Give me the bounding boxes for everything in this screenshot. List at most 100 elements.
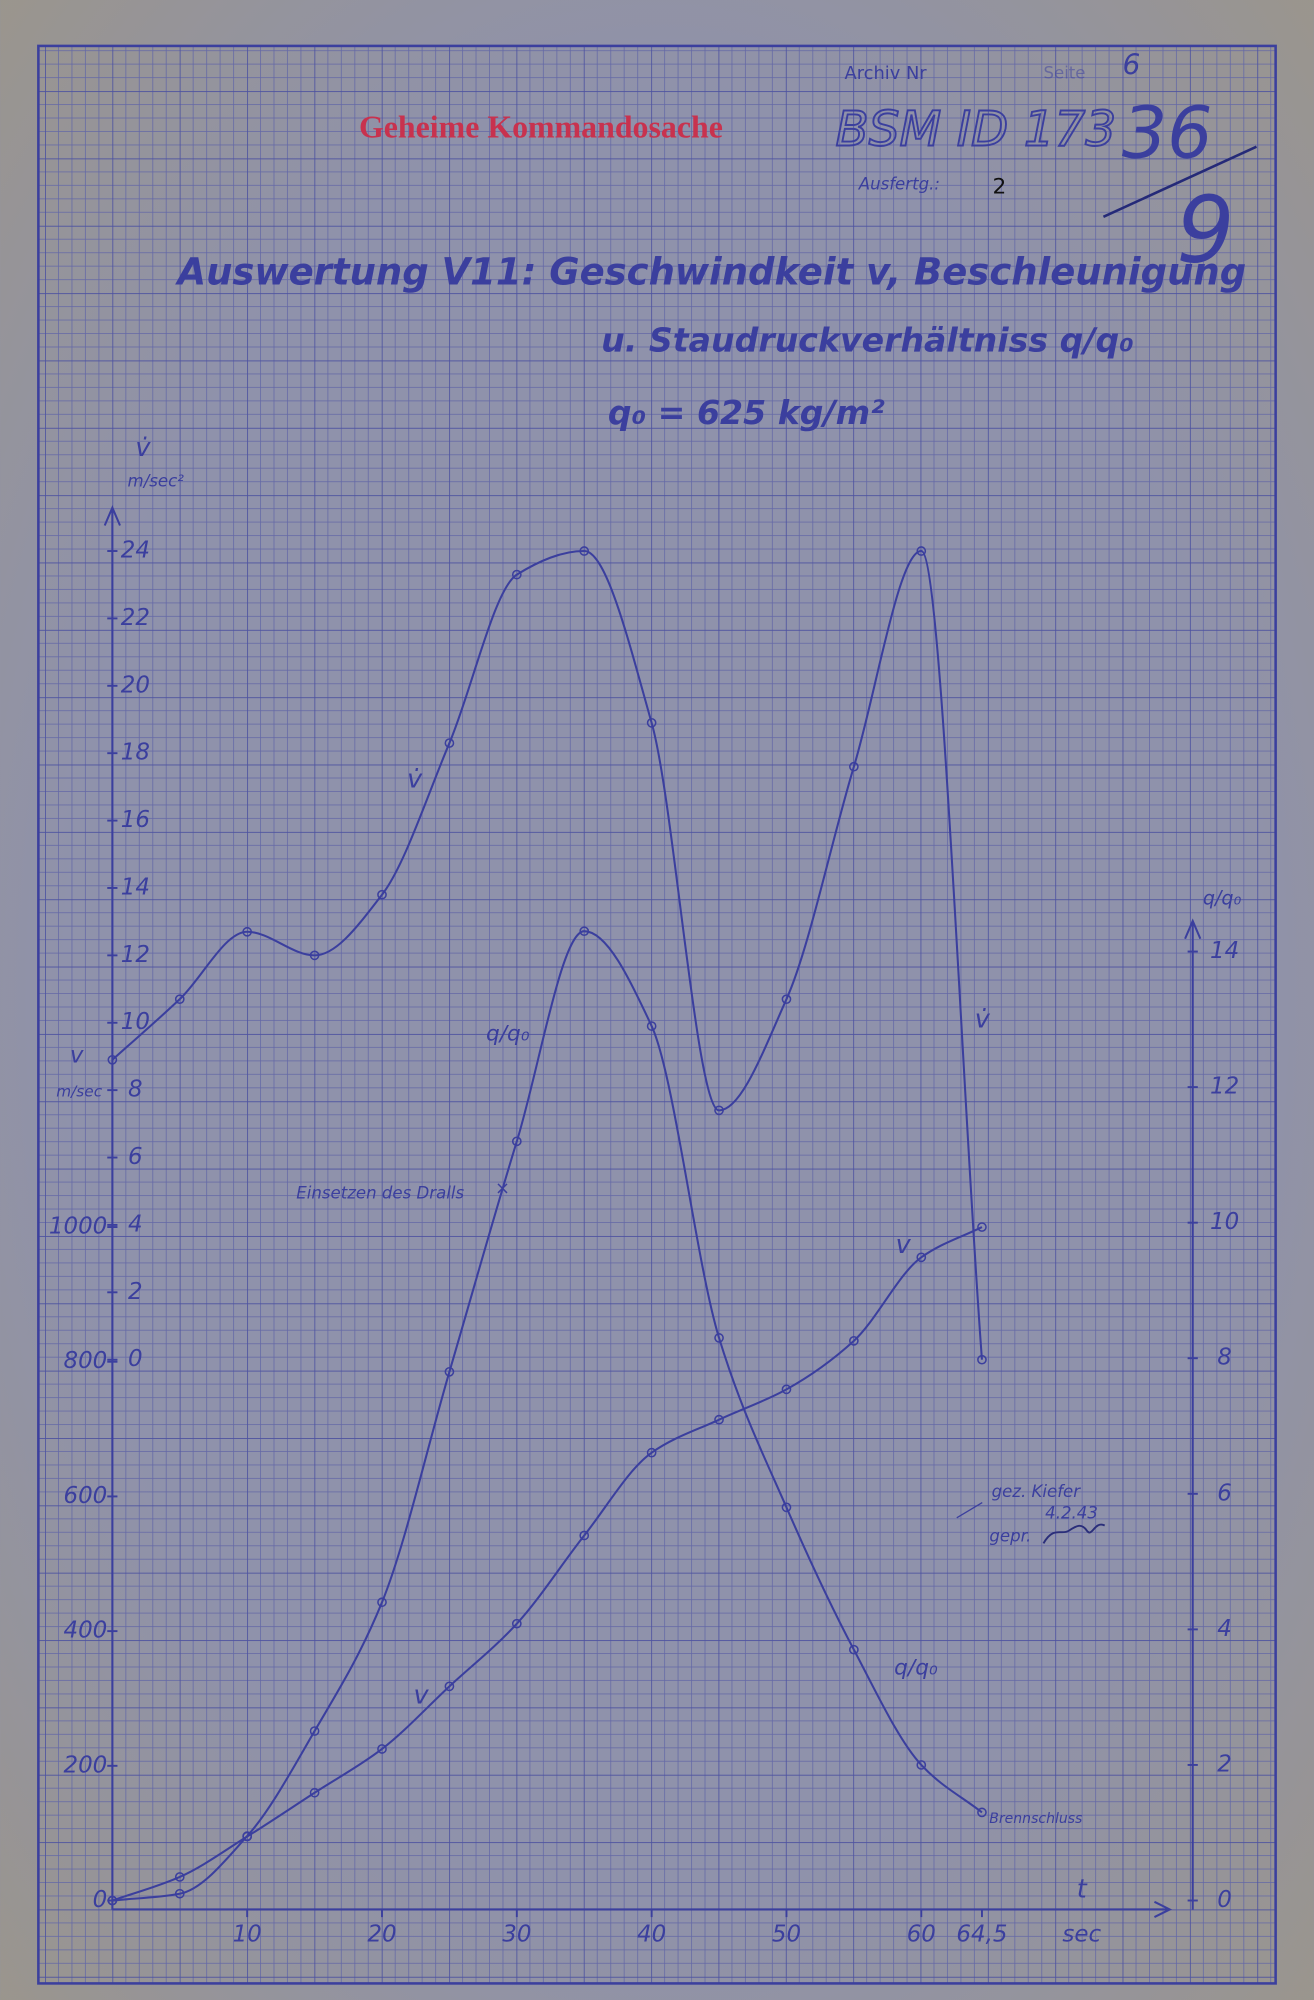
annotation: Brennschluss bbox=[989, 1811, 1083, 1827]
page-number: 6 bbox=[1123, 48, 1141, 81]
y-tick-label: 22 bbox=[121, 605, 150, 631]
y3-tick-label: 600 bbox=[63, 1483, 107, 1509]
curve-label: v bbox=[413, 1680, 429, 1710]
x-axis-label: t bbox=[1077, 1874, 1088, 1904]
axes bbox=[103, 505, 1202, 1919]
data-point bbox=[511, 569, 522, 580]
y3-tick-label: 200 bbox=[63, 1752, 107, 1778]
data-point bbox=[444, 1681, 455, 1692]
data-point bbox=[377, 1744, 387, 1754]
data-point bbox=[977, 1807, 987, 1818]
data-point bbox=[781, 994, 792, 1005]
data-point bbox=[849, 1336, 859, 1346]
curve-label: q/q₀ bbox=[486, 1021, 530, 1046]
y2-axis bbox=[1184, 918, 1202, 1910]
y-tick-label: 14 bbox=[121, 874, 150, 900]
x-tick-label: 30 bbox=[502, 1921, 531, 1947]
data-point bbox=[377, 889, 387, 900]
data-point bbox=[781, 1502, 792, 1513]
curve bbox=[112, 1226, 983, 1902]
data-point bbox=[714, 1333, 724, 1343]
y-tick-label: 2 bbox=[128, 1279, 143, 1305]
y2-tick-label: 0 bbox=[1217, 1887, 1232, 1913]
y-tick-label: 24 bbox=[121, 538, 150, 564]
x-tick-label: 50 bbox=[772, 1921, 801, 1947]
y-tick-label: 4 bbox=[128, 1211, 143, 1237]
data-point bbox=[579, 1530, 590, 1541]
y-axis-label: v̇ bbox=[135, 433, 151, 463]
data-point bbox=[714, 1414, 724, 1425]
y3-axis-label: v bbox=[70, 1043, 84, 1069]
y-tick-label: 8 bbox=[128, 1077, 143, 1103]
x-axis bbox=[112, 1900, 1173, 1919]
curve-label: v̇ bbox=[975, 1004, 991, 1034]
copy-number: 2 bbox=[992, 175, 1006, 200]
data-point bbox=[511, 1618, 522, 1629]
y-tick-label: 16 bbox=[121, 807, 150, 833]
data-point bbox=[579, 546, 590, 556]
data-point bbox=[916, 546, 927, 556]
data-point bbox=[309, 950, 320, 961]
annotation: gez. Kiefer bbox=[992, 1482, 1082, 1501]
y-tick-label: 20 bbox=[121, 672, 150, 698]
data-point bbox=[309, 1787, 320, 1798]
y3-tick-label: 800 bbox=[63, 1348, 107, 1374]
data-point bbox=[646, 718, 657, 728]
data-point bbox=[444, 738, 455, 748]
y-axis bbox=[103, 505, 121, 1910]
x-tick-label: 40 bbox=[637, 1921, 666, 1947]
y2-tick-label: 12 bbox=[1210, 1074, 1239, 1100]
x-tick-label: 10 bbox=[233, 1921, 262, 1947]
y2-tick-label: 4 bbox=[1217, 1616, 1232, 1642]
curve-label: v bbox=[896, 1230, 912, 1260]
reference-pressure: q₀ = 625 kg/m² bbox=[608, 393, 885, 432]
curve-label: q/q₀ bbox=[894, 1655, 938, 1680]
y2-tick-label: 6 bbox=[1217, 1480, 1232, 1506]
page-label: Seite bbox=[1043, 63, 1085, 82]
y2-tick-label: 8 bbox=[1217, 1345, 1232, 1371]
y-tick-label: 6 bbox=[128, 1144, 143, 1170]
data-point bbox=[242, 926, 253, 937]
x-tick-label: 60 bbox=[907, 1921, 936, 1947]
chart-subtitle: u. Staudruckverhältniss q/q₀ bbox=[601, 320, 1134, 359]
data-point bbox=[646, 1021, 657, 1031]
y-tick-label: 12 bbox=[121, 942, 150, 968]
curve bbox=[111, 549, 983, 1360]
y2-axis-label: q/q₀ bbox=[1203, 887, 1242, 910]
curve-label: v̇ bbox=[407, 765, 423, 795]
data-point bbox=[977, 1222, 987, 1232]
x-tick-label: 64,5 bbox=[956, 1921, 1007, 1947]
data-point bbox=[849, 761, 859, 772]
handwritten-fraction: 9 bbox=[1176, 176, 1234, 283]
graph-paper bbox=[37, 44, 1277, 1985]
data-point bbox=[511, 1136, 522, 1147]
stamp: Geheime Kommandosache bbox=[359, 109, 723, 144]
pointer bbox=[956, 1502, 983, 1519]
data-point bbox=[107, 1895, 118, 1906]
data-point bbox=[977, 1354, 987, 1365]
document-id: BSM ID 173 bbox=[836, 102, 1117, 158]
data-point bbox=[916, 1760, 927, 1770]
x-tick-label: 20 bbox=[367, 1921, 396, 1947]
signature bbox=[1042, 1523, 1106, 1544]
y-tick-label: 0 bbox=[128, 1346, 143, 1372]
data-point bbox=[646, 1447, 657, 1458]
data-point bbox=[174, 1888, 185, 1899]
data-point bbox=[781, 1384, 792, 1395]
data-point bbox=[242, 1831, 253, 1841]
data-point bbox=[916, 1252, 927, 1263]
y3-tick-label: 1000 bbox=[49, 1214, 107, 1240]
data-point bbox=[849, 1644, 859, 1655]
data-point bbox=[309, 1726, 320, 1736]
copy-label: Ausfertg.: bbox=[858, 174, 940, 193]
annotation: 4.2.43 bbox=[1045, 1504, 1098, 1523]
annotation: gepr. bbox=[989, 1526, 1031, 1545]
y-axis-unit: m/sec² bbox=[128, 472, 185, 491]
y3-axis-unit: m/sec bbox=[56, 1082, 102, 1100]
data-point bbox=[714, 1105, 724, 1116]
y2-tick-label: 2 bbox=[1217, 1751, 1232, 1777]
data-point bbox=[174, 1872, 185, 1882]
data-point bbox=[579, 926, 590, 937]
